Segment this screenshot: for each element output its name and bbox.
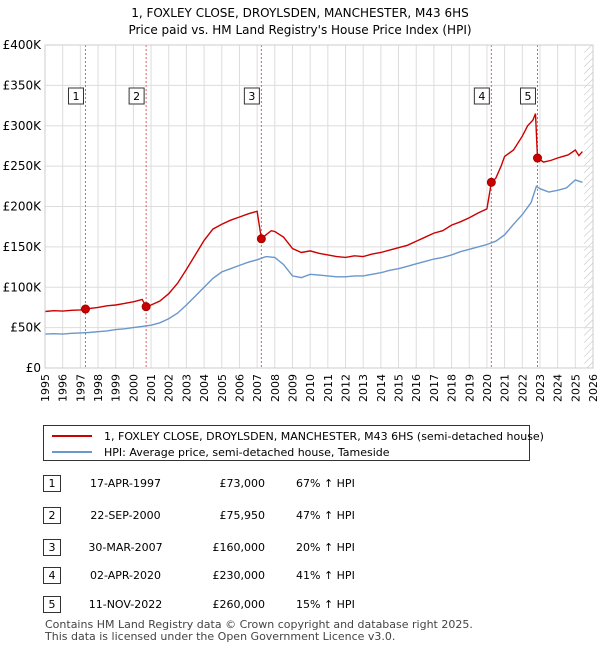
x-tick-label: 2021: [499, 374, 512, 402]
property-series-line: [44, 113, 583, 313]
footer-copyright: Contains HM Land Registry data © Crown c…: [45, 618, 473, 631]
x-tick-label: 2011: [322, 374, 335, 402]
x-tick-label: 2026: [587, 374, 600, 402]
transaction-number-box: [519, 87, 536, 105]
transaction-number-box: [67, 87, 84, 105]
x-tick-label: 2007: [251, 374, 264, 402]
table-row: 2 22-SEP-2000 £75,950 47% ↑ HPI: [43, 507, 463, 524]
y-tick-label: £200K: [3, 200, 43, 214]
transaction-hpi-change: 67% ↑ HPI: [296, 477, 355, 490]
legend-label-property: 1, FOXLEY CLOSE, DROYLSDEN, MANCHESTER, …: [104, 429, 544, 443]
footer-licence: This data is licensed under the Open Gov…: [45, 630, 396, 643]
transaction-price: £75,950: [219, 509, 266, 522]
transaction-date: 30-MAR-2007: [88, 541, 163, 554]
transaction-number-label: 2: [133, 90, 140, 103]
x-tick-label: 2020: [481, 374, 494, 402]
x-tick-label: 1999: [110, 374, 123, 402]
x-tick-label: 1995: [39, 374, 52, 402]
table-row: 4 02-APR-2020 £230,000 41% ↑ HPI: [43, 567, 463, 584]
footer: Contains HM Land Registry data © Crown c…: [45, 619, 473, 643]
legend-item-property: 1, FOXLEY CLOSE, DROYLSDEN, MANCHESTER, …: [52, 428, 544, 444]
transaction-number: 4: [43, 567, 61, 584]
x-tick-label: 1997: [74, 374, 87, 402]
transaction-date: 11-NOV-2022: [88, 598, 163, 611]
legend-swatch-property: [52, 435, 92, 437]
transaction-number-label: 4: [478, 90, 485, 103]
x-tick-label: 2002: [163, 374, 176, 402]
legend-label-hpi: HPI: Average price, semi-detached house,…: [104, 445, 390, 459]
x-tick-label: 2015: [393, 374, 406, 402]
transaction-number: 5: [43, 596, 61, 613]
x-tick-label: 2022: [516, 374, 529, 402]
y-tick-label: £100K: [3, 280, 43, 294]
x-tick-label: 2004: [198, 374, 211, 402]
transaction-number: 3: [43, 539, 61, 556]
x-tick-label: 2017: [428, 374, 441, 402]
transaction-date: 17-APR-1997: [89, 477, 162, 490]
x-tick-label: 2005: [216, 374, 229, 402]
transaction-hpi-change: 20% ↑ HPI: [296, 541, 355, 554]
x-tick-label: 2025: [569, 374, 582, 402]
plot-frame: [44, 44, 594, 369]
transaction-price: £230,000: [212, 569, 266, 582]
transaction-number-box: [243, 87, 260, 105]
y-tick-label: £250K: [3, 159, 43, 173]
y-tick-label: £300K: [3, 119, 43, 133]
x-tick-label: 2014: [375, 374, 388, 402]
y-tick-label: £400K: [3, 38, 43, 52]
x-tick-label: 2023: [534, 374, 547, 402]
y-tick-label: £0: [26, 361, 41, 375]
transaction-date: 02-APR-2020: [89, 569, 162, 582]
transaction-point: [80, 304, 90, 314]
x-tick-label: 2019: [463, 374, 476, 402]
transaction-number-label: 5: [524, 90, 531, 103]
x-tick-label: 2009: [286, 374, 299, 402]
transaction-price: £73,000: [219, 477, 266, 490]
x-tick-label: 2010: [304, 374, 317, 402]
legend-item-hpi: HPI: Average price, semi-detached house,…: [52, 444, 390, 460]
y-tick-label: £350K: [3, 78, 43, 92]
x-tick-label: 2012: [340, 374, 353, 402]
transaction-hpi-change: 15% ↑ HPI: [296, 598, 355, 611]
hpi-series-line: [44, 179, 583, 335]
transaction-point: [486, 177, 496, 187]
legend: 1, FOXLEY CLOSE, DROYLSDEN, MANCHESTER, …: [43, 425, 544, 461]
x-tick-label: 2016: [410, 374, 423, 402]
table-row: 3 30-MAR-2007 £160,000 20% ↑ HPI: [43, 539, 463, 556]
transaction-hpi-change: 47% ↑ HPI: [296, 509, 355, 522]
transaction-point: [256, 234, 266, 244]
transaction-date: 22-SEP-2000: [90, 509, 161, 522]
x-tick-label: 2008: [269, 374, 282, 402]
chart-title: 1, FOXLEY CLOSE, DROYLSDEN, MANCHESTER, …: [131, 6, 469, 20]
x-tick-label: 1996: [57, 374, 70, 402]
transaction-price: £160,000: [212, 541, 266, 554]
chart-subtitle: Price paid vs. HM Land Registry's House …: [128, 23, 471, 37]
x-tick-label: 2024: [552, 374, 565, 402]
transaction-hpi-change: 41% ↑ HPI: [296, 569, 355, 582]
x-tick-label: 2001: [145, 374, 158, 402]
transaction-price: £260,000: [212, 598, 266, 611]
transaction-number-box: [128, 87, 145, 105]
x-tick-label: 2000: [127, 374, 140, 402]
x-tick-label: 2013: [357, 374, 370, 402]
transaction-point: [141, 302, 151, 312]
y-tick-label: £50K: [10, 321, 42, 335]
table-row: 1 17-APR-1997 £73,000 67% ↑ HPI: [43, 475, 463, 492]
transaction-point: [532, 153, 542, 163]
transaction-number-label: 1: [72, 90, 79, 103]
y-tick-label: £150K: [3, 240, 43, 254]
transaction-number: 1: [43, 475, 61, 492]
transaction-number-label: 3: [248, 90, 255, 103]
legend-swatch-hpi: [52, 451, 92, 453]
x-tick-label: 2003: [180, 374, 193, 402]
transaction-number-box: [473, 87, 490, 105]
table-row: 5 11-NOV-2022 £260,000 15% ↑ HPI: [43, 596, 463, 613]
x-tick-label: 2018: [446, 374, 459, 402]
price-chart: 1, FOXLEY CLOSE, DROYLSDEN, MANCHESTER, …: [3, 6, 600, 402]
transaction-number: 2: [43, 507, 61, 524]
x-tick-label: 2006: [233, 374, 246, 402]
x-tick-label: 1998: [92, 374, 105, 402]
